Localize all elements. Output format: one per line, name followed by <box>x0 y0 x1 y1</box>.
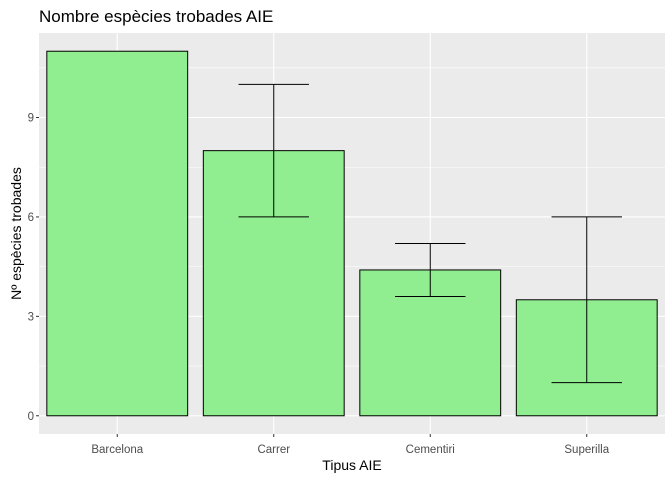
y-tick-label: 3 <box>28 311 34 323</box>
y-tick-label: 6 <box>28 212 34 224</box>
x-axis: Barcelona Carrer Cementiri Superilla <box>91 434 610 456</box>
x-tick-label: Carrer <box>257 444 290 456</box>
x-tick-label: Barcelona <box>91 444 143 456</box>
error-bar-carrer <box>238 83 309 218</box>
error-bar-cementiri <box>395 242 466 297</box>
y-tick-label: 0 <box>28 411 34 423</box>
error-bars <box>238 83 622 384</box>
y-tick-label: 9 <box>28 113 34 125</box>
y-axis-title: Nº espècies trobades <box>8 167 24 300</box>
x-tick-label: Cementiri <box>406 444 455 456</box>
x-axis-title: Tipus AIE <box>322 457 381 473</box>
x-tick-label: Superilla <box>564 444 609 456</box>
y-axis: 0 3 6 9 <box>28 113 39 423</box>
error-bar-superilla <box>551 216 622 384</box>
chart-title: Nombre espècies trobades AIE <box>39 7 273 26</box>
bar-barcelona <box>46 50 189 417</box>
bars <box>46 50 658 417</box>
